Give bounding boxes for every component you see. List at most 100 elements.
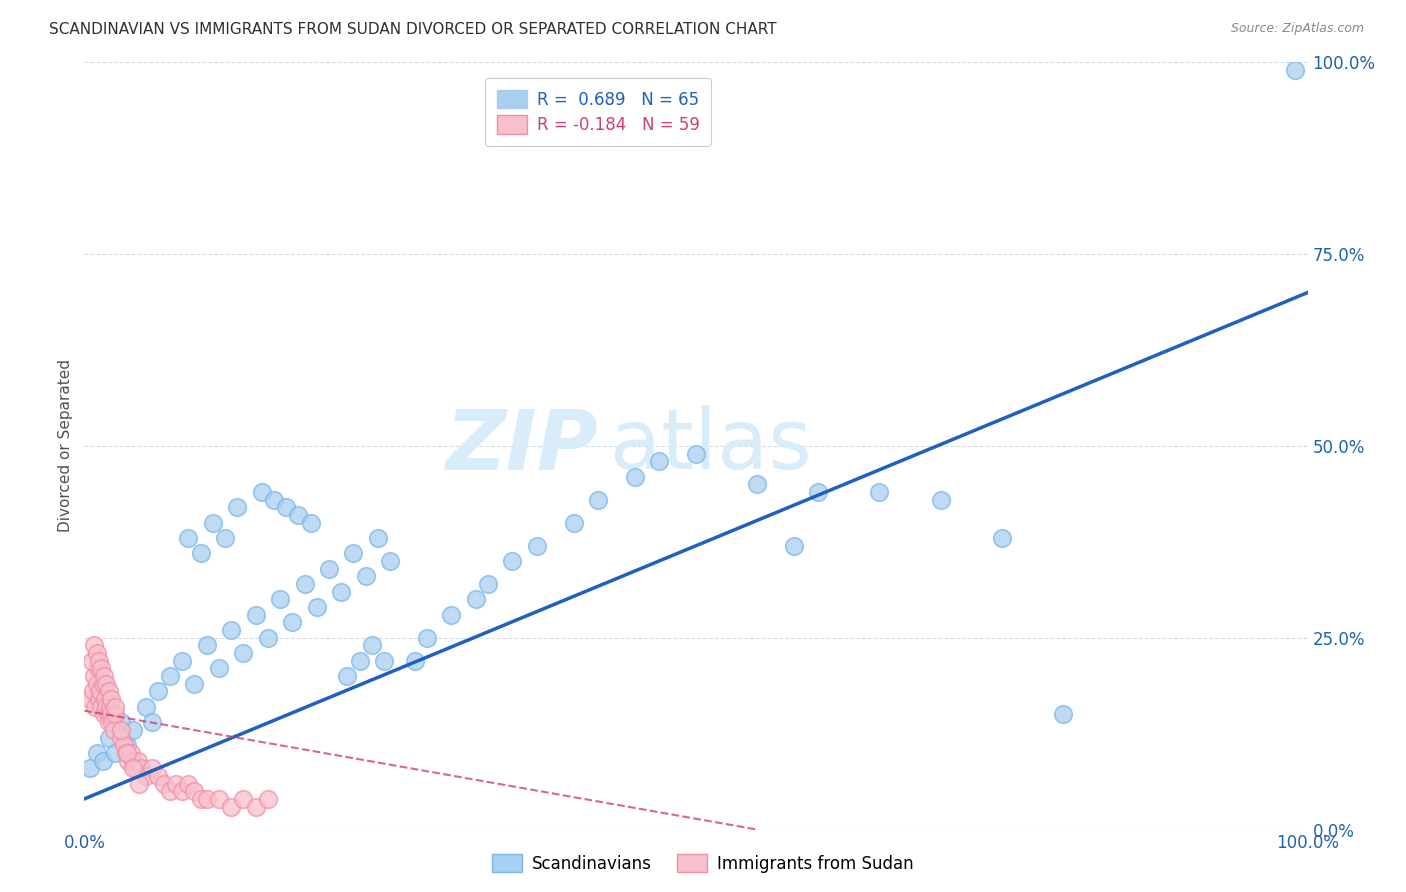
Point [464, 592, 486, 607]
Legend: R =  0.689   N = 65, R = -0.184   N = 59: R = 0.689 N = 65, R = -0.184 N = 59 [485, 78, 711, 145]
Point [100, 707, 122, 722]
Point [440, 607, 463, 622]
Point [1284, 63, 1306, 78]
Text: atlas: atlas [610, 406, 813, 486]
Point [86, 646, 108, 660]
Point [104, 746, 127, 760]
Point [129, 761, 152, 775]
Point [1052, 707, 1074, 722]
Point [991, 531, 1014, 545]
Point [404, 654, 426, 668]
Point [287, 508, 309, 522]
Point [183, 784, 205, 798]
Point [354, 569, 377, 583]
Point [294, 577, 316, 591]
Point [91, 754, 114, 768]
Point [127, 754, 149, 768]
Point [685, 447, 707, 461]
Point [94, 692, 117, 706]
Point [624, 469, 647, 483]
Text: SCANDINAVIAN VS IMMIGRANTS FROM SUDAN DIVORCED OR SEPARATED CORRELATION CHART: SCANDINAVIAN VS IMMIGRANTS FROM SUDAN DI… [49, 22, 778, 37]
Point [97, 684, 120, 698]
Point [115, 738, 138, 752]
Point [281, 615, 304, 630]
Point [201, 516, 224, 530]
Point [90, 699, 112, 714]
Point [97, 731, 120, 745]
Point [526, 539, 548, 553]
Point [93, 707, 115, 722]
Point [141, 715, 163, 730]
Point [190, 546, 212, 560]
Point [83, 669, 105, 683]
Point [263, 492, 285, 507]
Point [100, 692, 122, 706]
Point [115, 746, 138, 760]
Point [747, 477, 769, 491]
Y-axis label: Divorced or Separated: Divorced or Separated [58, 359, 73, 533]
Point [96, 677, 118, 691]
Point [89, 684, 111, 698]
Point [112, 738, 135, 752]
Point [125, 761, 148, 775]
Point [177, 531, 200, 545]
Point [562, 516, 585, 530]
Point [276, 500, 298, 515]
Point [87, 654, 110, 668]
Point [122, 761, 145, 775]
Point [146, 769, 169, 783]
Point [269, 592, 291, 607]
Point [104, 707, 127, 722]
Point [807, 485, 830, 500]
Point [153, 776, 176, 790]
Point [195, 639, 218, 653]
Point [110, 715, 132, 730]
Point [330, 584, 353, 599]
Point [586, 492, 609, 507]
Text: ZIP: ZIP [446, 406, 598, 486]
Point [783, 539, 806, 553]
Point [122, 754, 145, 768]
Point [84, 699, 107, 714]
Point [86, 746, 108, 760]
Point [96, 699, 118, 714]
Point [342, 546, 364, 560]
Point [128, 776, 150, 790]
Point [299, 516, 322, 530]
Point [219, 799, 242, 814]
Point [349, 654, 371, 668]
Point [159, 784, 181, 798]
Legend: Scandinavians, Immigrants from Sudan: Scandinavians, Immigrants from Sudan [485, 847, 921, 880]
Point [183, 677, 205, 691]
Point [869, 485, 891, 500]
Point [93, 669, 115, 683]
Point [79, 761, 101, 775]
Point [305, 600, 328, 615]
Point [648, 454, 671, 468]
Point [226, 500, 249, 515]
Point [97, 707, 120, 722]
Point [373, 654, 395, 668]
Point [232, 646, 254, 660]
Point [208, 792, 231, 806]
Point [87, 692, 110, 706]
Text: Source: ZipAtlas.com: Source: ZipAtlas.com [1230, 22, 1364, 36]
Point [929, 492, 952, 507]
Point [103, 723, 125, 737]
Point [104, 699, 127, 714]
Point [90, 661, 112, 675]
Point [250, 485, 273, 500]
Point [159, 669, 181, 683]
Point [360, 639, 382, 653]
Point [172, 654, 194, 668]
Point [165, 776, 187, 790]
Point [416, 631, 439, 645]
Point [79, 692, 101, 706]
Point [146, 684, 169, 698]
Point [80, 654, 103, 668]
Point [141, 761, 163, 775]
Point [101, 715, 124, 730]
Point [87, 661, 110, 675]
Point [117, 754, 139, 768]
Point [190, 792, 212, 806]
